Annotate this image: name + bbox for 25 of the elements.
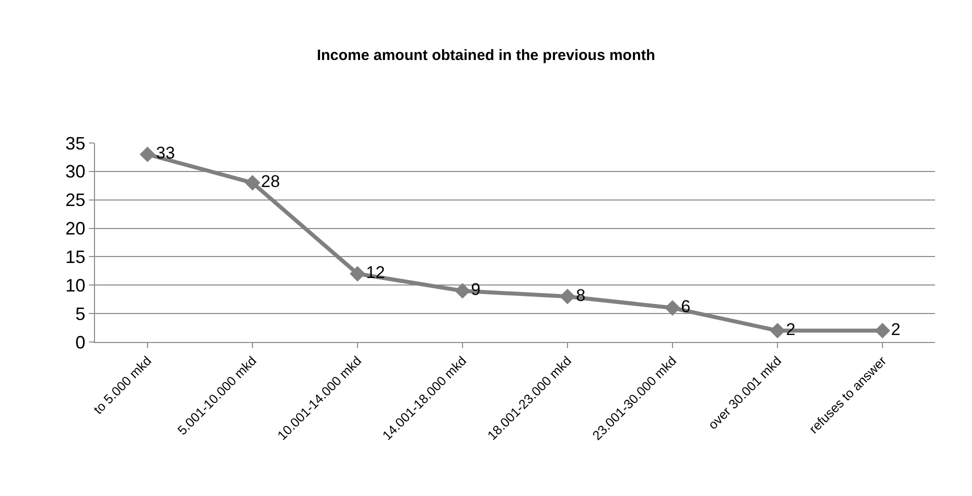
data-label: 9 xyxy=(471,280,480,300)
y-tick-label: 25 xyxy=(65,190,86,210)
point xyxy=(454,283,470,299)
point xyxy=(244,175,260,191)
data-label: 33 xyxy=(156,144,175,163)
point xyxy=(874,322,890,338)
data-label: 2 xyxy=(786,320,796,339)
point xyxy=(350,266,366,282)
data-label: 6 xyxy=(681,297,690,316)
data-label: 12 xyxy=(366,263,385,282)
y-tick-label: 30 xyxy=(65,162,86,182)
point xyxy=(770,322,786,338)
y-tick-label: 0 xyxy=(75,332,86,352)
point xyxy=(560,288,576,304)
y-tick-label: 15 xyxy=(65,247,86,268)
data-label: 2 xyxy=(891,320,900,339)
data-label: 28 xyxy=(261,172,280,192)
y-tick-label: 35 xyxy=(65,133,86,154)
point xyxy=(664,300,680,316)
y-tick-label: 10 xyxy=(65,275,86,296)
chart-title: Income amount obtained in the previous month xyxy=(316,47,656,64)
point xyxy=(140,146,156,162)
y-tick-label: 20 xyxy=(65,218,86,239)
y-tick-label: 5 xyxy=(75,304,86,324)
data-label: 8 xyxy=(576,286,586,305)
